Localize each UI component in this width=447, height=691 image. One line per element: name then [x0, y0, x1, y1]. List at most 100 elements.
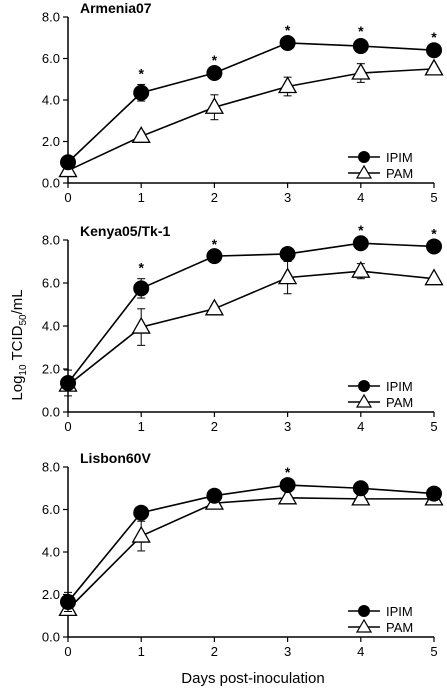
data-point — [426, 42, 442, 59]
y-tick-label: 2.0 — [42, 587, 60, 602]
data-point — [133, 84, 150, 101]
series-ipim — [60, 34, 442, 171]
legend-label: PAM — [386, 620, 413, 635]
data-point — [426, 238, 442, 255]
y-tick-label: 4.0 — [42, 93, 60, 108]
data-point — [206, 487, 223, 504]
panel-1: 0.0 2.0 4.0 6.0 8.0 0 1 2 3 4 5 Armenia07 * * * * * IPIMP… — [42, 0, 444, 205]
series-line — [67, 497, 434, 610]
y-axis-title: Log10 TCID50/mL — [9, 289, 29, 400]
significance-star: * — [358, 222, 364, 238]
data-point — [426, 485, 442, 502]
significance-star: * — [138, 65, 144, 81]
data-point — [279, 245, 296, 262]
data-point — [60, 593, 76, 610]
panel-title: Kenya05/Tk-1 — [80, 223, 170, 239]
data-point — [279, 34, 296, 51]
x-tick-label: 1 — [138, 644, 145, 659]
data-point — [352, 480, 369, 497]
panel-title: Lisbon60V — [80, 450, 151, 466]
y-tick-label: 0.0 — [42, 405, 60, 420]
y-tick-label: 8.0 — [42, 10, 60, 25]
data-point — [133, 504, 150, 521]
data-point — [131, 125, 151, 143]
data-point — [279, 477, 296, 494]
y-tick-label: 8.0 — [42, 233, 60, 248]
x-tick-label: 3 — [284, 419, 291, 434]
data-point — [204, 298, 225, 316]
y-tick-label: 6.0 — [42, 502, 60, 517]
y-tick-label: 0.0 — [42, 630, 60, 645]
series-line — [67, 68, 435, 172]
significance-star: * — [138, 260, 144, 276]
x-tick-label: 5 — [430, 644, 437, 659]
x-tick-label: 4 — [357, 644, 364, 659]
series-pam — [58, 487, 444, 617]
significance-star: * — [358, 23, 364, 39]
data-point — [352, 235, 369, 252]
legend-marker — [358, 380, 370, 392]
y-tick-label: 2.0 — [42, 362, 60, 377]
x-tick-label: 5 — [430, 419, 437, 434]
series-pam — [58, 260, 444, 392]
data-point — [351, 488, 371, 506]
x-tick-label: 2 — [211, 644, 218, 659]
y-tick-label: 6.0 — [42, 51, 60, 66]
x-tick-label: 2 — [211, 190, 218, 205]
data-point — [60, 154, 76, 171]
series-line — [67, 270, 435, 386]
y-tick-label: 4.0 — [42, 319, 60, 334]
y-tick-label: 4.0 — [42, 545, 60, 560]
x-tick-label: 3 — [284, 644, 291, 659]
x-tick-label: 0 — [64, 644, 71, 659]
legend-label: PAM — [386, 395, 413, 410]
data-point — [352, 38, 369, 55]
legend-label: IPIM — [386, 150, 413, 165]
data-point — [131, 525, 151, 543]
legend-label: IPIM — [386, 379, 413, 394]
series-line — [67, 42, 435, 163]
significance-star: * — [285, 22, 291, 38]
significance-star: * — [431, 225, 437, 241]
data-point — [277, 76, 298, 94]
data-point — [351, 62, 371, 80]
legend-label: PAM — [386, 166, 413, 181]
x-tick-label: 0 — [64, 190, 71, 205]
series-ipim — [60, 235, 442, 397]
x-tick-label: 4 — [357, 419, 364, 434]
legend-label: IPIM — [386, 604, 413, 619]
data-point — [277, 487, 298, 505]
panel-title: Armenia07 — [80, 0, 152, 16]
x-tick-label: 4 — [357, 190, 364, 205]
significance-star: * — [212, 236, 218, 252]
data-point — [277, 267, 298, 285]
x-tick-label: 1 — [138, 419, 145, 434]
x-axis-title: Days post-inoculation — [181, 670, 324, 687]
data-point — [424, 268, 444, 286]
panel-2: 0.0 2.0 4.0 6.0 8.0 0 1 2 3 4 5 Kenya05/Tk-1 * * * * IPI… — [42, 222, 444, 434]
significance-star: * — [212, 52, 218, 68]
data-point — [206, 65, 223, 82]
x-tick-label: 1 — [138, 190, 145, 205]
data-point — [60, 374, 76, 391]
legend-marker — [355, 164, 373, 179]
significance-star: * — [431, 29, 437, 45]
series-line — [67, 242, 435, 384]
data-point — [204, 96, 225, 114]
y-tick-label: 2.0 — [42, 134, 60, 149]
legend-marker — [358, 151, 370, 163]
y-tick-label: 6.0 — [42, 276, 60, 291]
legend-marker — [355, 618, 373, 633]
series-ipim — [60, 477, 442, 612]
significance-star: * — [285, 464, 291, 480]
x-tick-label: 2 — [211, 419, 218, 434]
y-tick-label: 0.0 — [42, 176, 60, 191]
y-tick-label: 8.0 — [42, 460, 60, 475]
data-point — [424, 58, 444, 76]
